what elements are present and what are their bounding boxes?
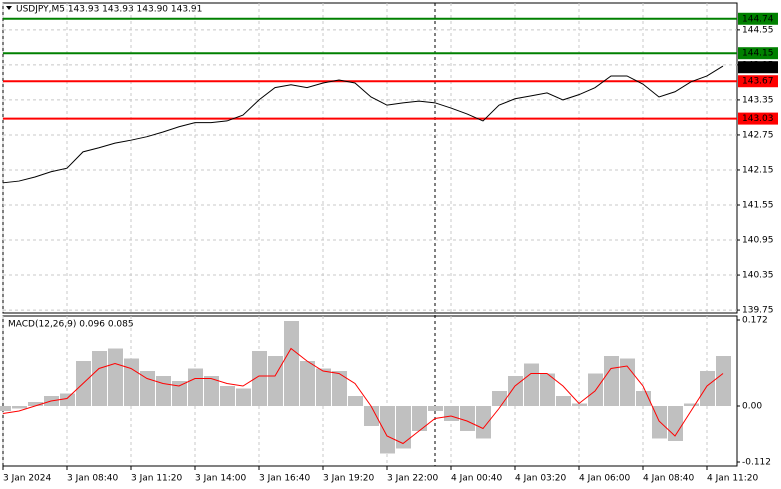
last-price-label: 143.91 [742,63,774,73]
y-tick-label: 142.75 [742,130,774,140]
macd-bar [300,361,315,406]
y-tick-label: 139.75 [742,306,774,316]
macd-bar [28,402,43,406]
macd-bar [396,406,411,449]
macd-bar [668,406,683,441]
macd-bar [700,371,715,406]
macd-bar [364,406,379,426]
macd-bar [412,406,427,431]
macd-bar [12,406,27,409]
price-line [2,65,724,184]
macd-bar [0,406,11,411]
macd-bar [124,358,139,406]
level-label-bg [738,12,778,25]
macd-bar [716,356,731,406]
y-tick-label: 141.55 [742,200,774,210]
y-tick-label: 144.55 [742,25,774,35]
level-label-bg [738,75,778,88]
x-tick-label: 3 Jan 19:20 [323,474,375,484]
macd-bar [540,373,555,406]
y-tick-label: 0.00 [742,402,762,412]
x-tick-label: 4 Jan 00:40 [451,474,503,484]
macd-bar [684,403,699,406]
macd-bar [476,406,491,439]
y-tick-label: 140.95 [742,236,774,246]
y-tick-label: 143.35 [742,95,774,105]
macd-bar [428,406,443,411]
macd-bar [380,406,395,454]
menu-arrow [6,6,12,10]
last-price-bg [738,61,778,74]
level-label-bg [738,47,778,60]
macd-bar [188,368,203,406]
macd-bar [556,396,571,406]
price-title: USDJPY,M5 143.93 143.93 143.90 143.91 [16,5,202,15]
y-tick-label: 0.172 [742,316,768,326]
macd-bar [316,368,331,406]
x-tick-label: 4 Jan 11:20 [707,474,759,484]
x-tick-label: 4 Jan 08:40 [643,474,695,484]
macd-bar [444,406,459,421]
macd-bar [108,348,123,406]
x-tick-label: 3 Jan 08:40 [67,474,119,484]
macd-bar [620,358,635,406]
x-tick-label: 3 Jan 22:00 [387,474,439,484]
macd-bar [268,356,283,406]
x-tick-label: 4 Jan 06:00 [579,474,631,484]
macd-bar [156,376,171,406]
macd-bar [508,376,523,406]
level-label-bg [738,112,778,125]
x-tick-label: 3 Jan 11:20 [131,474,183,484]
macd-bar [460,406,475,431]
macd-bar [252,351,267,406]
macd-bar [604,356,619,406]
y-tick-label: -0.112 [742,458,771,468]
macd-bar [204,376,219,406]
x-tick-label: 3 Jan 2024 [3,474,51,484]
macd-bar [332,371,347,406]
x-tick-label: 4 Jan 03:20 [515,474,567,484]
level-label: 144.15 [742,49,774,59]
x-tick-label: 3 Jan 14:00 [195,474,247,484]
price-panel [2,2,738,314]
macd-bar [220,386,235,406]
y-tick-label: 142.15 [742,165,774,175]
level-label: 143.67 [742,77,774,87]
macd-title: MACD(12,26,9) 0.096 0.085 [8,320,134,330]
macd-bar [572,403,587,406]
macd-bar [236,388,251,406]
macd-bar [348,396,363,406]
macd-bar [92,351,107,406]
macd-bar [492,391,507,406]
level-label: 143.03 [742,114,774,124]
x-tick-label: 3 Jan 16:40 [259,474,311,484]
level-label: 144.74 [742,14,774,24]
macd-bar [284,321,299,406]
y-tick-label: 140.35 [742,271,774,281]
signal-line [2,347,724,445]
macd-bar [172,381,187,406]
macd-bar [60,393,75,406]
macd-bar [524,363,539,406]
macd-bar [140,371,155,406]
